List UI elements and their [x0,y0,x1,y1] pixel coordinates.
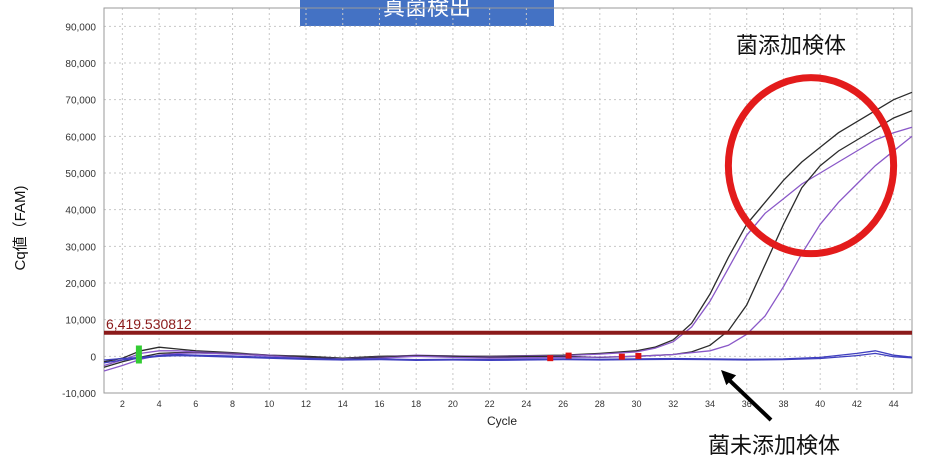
series-line [103,91,913,363]
x-tick-label: 34 [705,399,715,409]
plot-frame [103,7,913,394]
x-tick-label: 6 [193,399,198,409]
series-line [103,126,913,367]
annotation-spiked: 菌添加検体 [736,34,847,59]
x-tick-label: 38 [778,399,788,409]
x-tick-label: 16 [374,399,384,409]
arrow-shaft [725,376,773,422]
x-tick-label: 40 [815,399,825,409]
cq-marker-red [618,353,625,360]
x-tick-label: 12 [301,399,311,409]
x-tick-label: 28 [595,399,605,409]
marker-layer [135,345,642,364]
x-tick-label: 26 [558,399,568,409]
x-tick-label: 2 [120,399,125,409]
threshold-label: 6,419.530812 [106,316,192,332]
arrow-head [721,370,737,386]
series-line [103,352,913,364]
x-tick-label: 18 [411,399,421,409]
banner-text: 真菌検出 [382,0,471,21]
x-tick-label: 36 [742,399,752,409]
x-tick-label: 20 [448,399,458,409]
x-tick-label: 30 [632,399,642,409]
x-tick-label: 14 [338,399,348,409]
highlight-circle [724,74,898,258]
y-tick-label: 30,000 [65,242,96,253]
x-tick-label: 42 [852,399,862,409]
series-layer [103,91,913,372]
y-tick-label: 70,000 [65,96,96,107]
cq-marker-red [565,352,572,359]
y-tick-label: -10,000 [62,389,96,400]
x-tick-label: 8 [230,399,235,409]
y-tick-label: 0 [90,352,96,363]
x-tick-label: 32 [668,399,678,409]
x-axis-title: Cycle [487,414,517,428]
annotation-unspiked: 菌未添加検体 [708,434,841,459]
y-tick-label: 60,000 [65,132,96,143]
x-tick-label: 10 [264,399,274,409]
series-line [103,110,913,368]
cq-marker-red [547,355,554,362]
x-tick-label: 22 [485,399,495,409]
x-tick-label: 24 [521,399,531,409]
threshold-layer: 6,419.530812 [104,316,912,335]
grid-layer [104,8,912,394]
y-tick-label: 90,000 [65,22,96,33]
y-tick-label: 20,000 [65,279,96,290]
y-tick-label: 10,000 [65,316,96,327]
y-tick-label: 50,000 [65,169,96,180]
y-tick-label: 40,000 [65,206,96,217]
y-axis-title: Cq値（FAM) [12,185,29,270]
series-line [103,135,913,372]
cq-marker-red [635,352,642,359]
y-tick-label: 80,000 [65,59,96,70]
x-tick-label: 44 [889,399,899,409]
cq-marker-green [135,345,142,364]
x-tick-label: 4 [157,399,162,409]
overlay-layer [721,74,898,422]
series-line [103,350,913,361]
axis-layer: 2 4 6 8 10 12 14 16 18 20 22 24 26 28 30 32 34 36 38 40 42 44… [62,7,913,409]
